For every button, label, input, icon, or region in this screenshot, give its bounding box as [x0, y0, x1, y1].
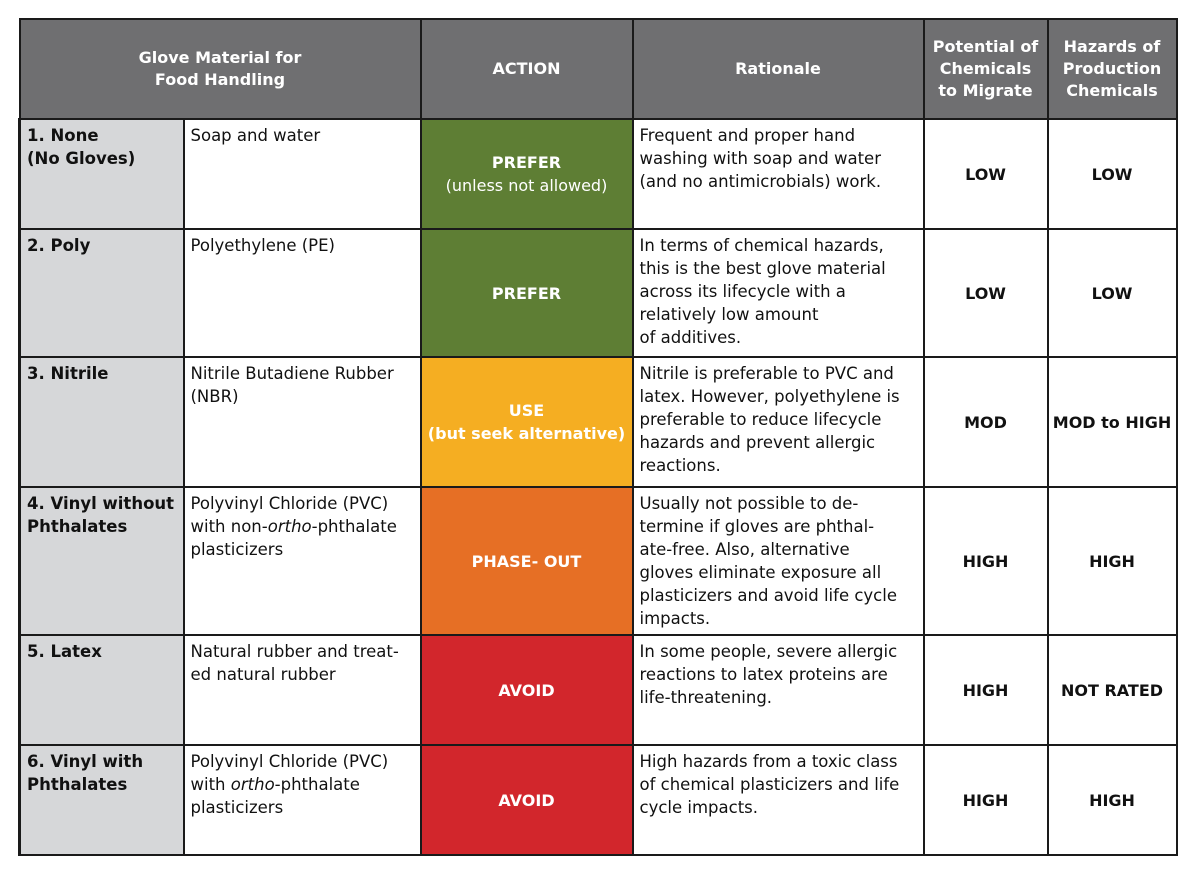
header-action: ACTION	[419, 18, 634, 120]
material-cell: Polyvinyl Chloride (PVC) with ortho-phth…	[182, 744, 422, 856]
header-glove-material: Glove Material for Food Handling	[18, 18, 422, 120]
rationale-cell: High hazards from a toxic class of chemi…	[631, 744, 925, 856]
table-row: 1. None (No Gloves) Soap and water PREFE…	[18, 118, 1178, 230]
material-cell: Polyethylene (PE)	[182, 228, 422, 358]
glove-name-cell: 5. Latex	[18, 634, 185, 746]
rationale-cell: In terms of chemical hazards, this is th…	[631, 228, 925, 358]
header-rationale: Rationale	[631, 18, 925, 120]
glove-name-cell: 2. Poly	[18, 228, 185, 358]
glove-name-cell: 3. Nitrile	[18, 356, 185, 488]
action-badge: AVOID	[419, 744, 634, 856]
material-cell: Soap and water	[182, 118, 422, 230]
header-row: Glove Material for Food Handling ACTION …	[18, 18, 1178, 120]
action-badge: PHASE- OUT	[419, 486, 634, 636]
migrate-level: MOD	[922, 356, 1049, 488]
hazard-level: HIGH	[1046, 486, 1178, 636]
header-migrate-potential: Potential of Chemicals to Migrate	[922, 18, 1049, 120]
action-badge: USE (but seek alternative)	[419, 356, 634, 488]
material-cell: Polyvinyl Chloride (PVC) with non-ortho-…	[182, 486, 422, 636]
hazard-level: NOT RATED	[1046, 634, 1178, 746]
action-badge: PREFER (unless not allowed)	[419, 118, 634, 230]
migrate-level: LOW	[922, 118, 1049, 230]
table-row: 4. Vinyl without Phthalates Polyvinyl Ch…	[18, 486, 1178, 636]
glove-name-cell: 6. Vinyl with Phthalates	[18, 744, 185, 856]
glove-name-cell: 1. None (No Gloves)	[18, 118, 185, 230]
material-cell: Nitrile Butadiene Rubber (NBR)	[182, 356, 422, 488]
migrate-level: HIGH	[922, 486, 1049, 636]
action-badge: AVOID	[419, 634, 634, 746]
table-row: 6. Vinyl with Phthalates Polyvinyl Chlor…	[18, 744, 1178, 856]
table-row: 5. Latex Natural rubber and treat- ed na…	[18, 634, 1178, 746]
hazard-level: LOW	[1046, 228, 1178, 358]
hazard-level: LOW	[1046, 118, 1178, 230]
glove-name-cell: 4. Vinyl without Phthalates	[18, 486, 185, 636]
rationale-cell: Nitrile is preferable to PVC and latex. …	[631, 356, 925, 488]
header-production-hazards: Hazards of Production Chemicals	[1046, 18, 1178, 120]
migrate-level: LOW	[922, 228, 1049, 358]
rationale-cell: In some people, severe allergic reaction…	[631, 634, 925, 746]
action-badge: PREFER	[419, 228, 634, 358]
rationale-cell: Usually not possible to de- termine if g…	[631, 486, 925, 636]
migrate-level: HIGH	[922, 634, 1049, 746]
table-row: 3. Nitrile Nitrile Butadiene Rubber (NBR…	[18, 356, 1178, 488]
hazard-level: MOD to HIGH	[1046, 356, 1178, 488]
migrate-level: HIGH	[922, 744, 1049, 856]
glove-comparison-table: Glove Material for Food Handling ACTION …	[18, 18, 1178, 856]
table-row: 2. Poly Polyethylene (PE) PREFER In term…	[18, 228, 1178, 358]
rationale-cell: Frequent and proper hand washing with so…	[631, 118, 925, 230]
material-cell: Natural rubber and treat- ed natural rub…	[182, 634, 422, 746]
hazard-level: HIGH	[1046, 744, 1178, 856]
